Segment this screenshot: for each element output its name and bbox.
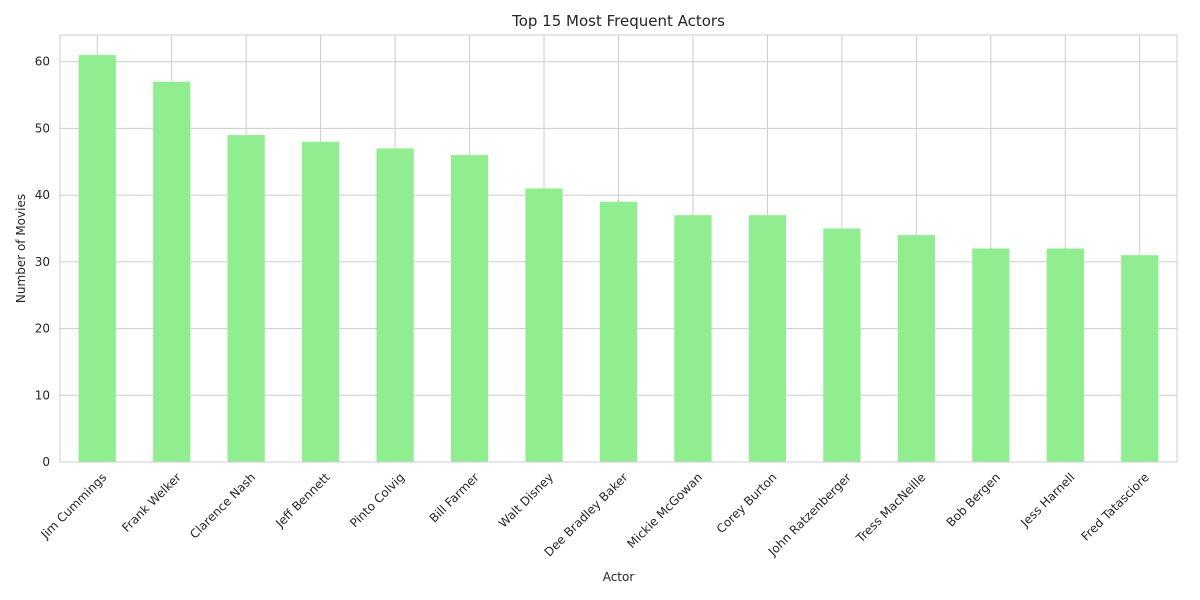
bar	[599, 201, 638, 462]
bar	[78, 55, 116, 462]
bar	[1046, 248, 1084, 462]
x-tick-label: Fred Tatasciore	[1078, 470, 1151, 543]
bar	[227, 135, 265, 462]
x-tick-label: Bob Bergen	[944, 470, 1003, 529]
y-tick-label: 20	[35, 322, 50, 336]
bar	[302, 141, 340, 462]
bar	[153, 81, 191, 462]
x-tick-label: Frank Welker	[119, 470, 184, 535]
bar	[674, 215, 712, 462]
y-tick-label: 40	[35, 188, 50, 202]
x-tick-label: Jeff Bennett	[272, 470, 333, 531]
x-tick-label: John Ratzenberger	[765, 470, 854, 559]
x-tick-label: Jess Harnell	[1017, 470, 1077, 530]
y-tick-label: 60	[35, 55, 50, 69]
bar	[376, 148, 414, 462]
bar	[897, 235, 935, 462]
x-tick-label: Mickie McGowan	[624, 470, 705, 551]
x-tick-label: Corey Burton	[714, 470, 780, 536]
bar	[972, 248, 1010, 462]
bar	[823, 228, 861, 462]
y-tick-label: 50	[35, 121, 50, 135]
x-axis-ticks: Jim Cummings Frank Welker Clarence Nash Jef…	[38, 470, 1152, 559]
x-tick-label: Bill Farmer	[427, 470, 482, 525]
y-tick-label: 30	[35, 255, 50, 269]
bar	[525, 188, 563, 462]
plot-frame	[59, 34, 1178, 463]
x-tick-label: Dee Bradley Baker	[542, 470, 631, 559]
x-tick-label: Clarence Nash	[187, 470, 258, 541]
x-tick-label: Jim Cummings	[38, 470, 110, 542]
chart-title: Top 15 Most Frequent Actors	[511, 12, 725, 30]
x-tick-label: Walt Disney	[496, 470, 556, 530]
y-tick-label: 0	[42, 455, 50, 469]
y-axis-label: Number of Movies	[14, 194, 28, 303]
x-tick-label: Tress MacNeille	[853, 470, 929, 546]
bar	[1121, 255, 1159, 462]
bar	[748, 215, 787, 462]
bars	[78, 55, 1159, 462]
x-tick-label: Pinto Colvig	[347, 470, 407, 530]
y-tick-label: 10	[35, 388, 50, 402]
bar	[450, 155, 489, 462]
x-axis-label: Actor	[603, 570, 635, 584]
y-axis-ticks: 0 10 20 30 40 50 60	[35, 55, 50, 469]
